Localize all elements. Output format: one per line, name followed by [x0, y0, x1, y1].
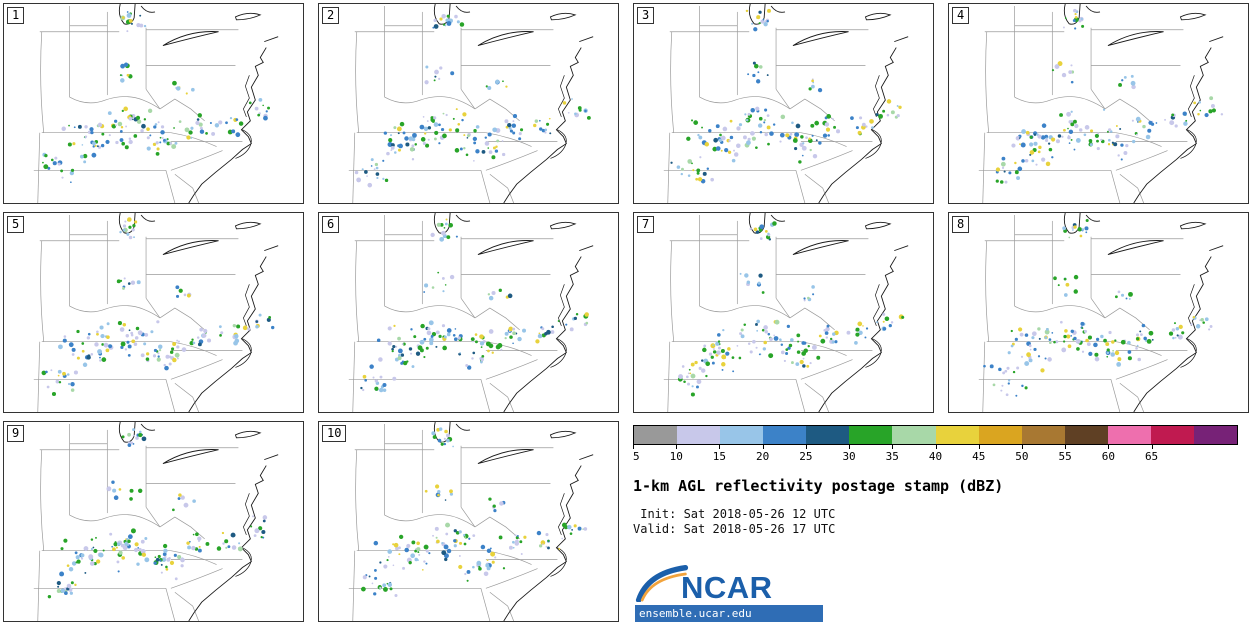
member-number-label: 6 [322, 216, 340, 233]
ensemble-url: ensemble.ucar.edu [639, 607, 752, 620]
member-number-label: 8 [952, 216, 970, 233]
colorbar-tick-label: 30 [842, 450, 856, 463]
ensemble-url-bar: ensemble.ucar.edu [635, 605, 823, 622]
colorbar-tick [1108, 445, 1110, 449]
init-time: Init: Sat 2018-05-26 12 UTC [633, 507, 836, 521]
radar-echoes [354, 14, 591, 188]
colorbar-tick-label: 35 [885, 450, 899, 463]
radar-echoes [41, 217, 275, 397]
colorbar-segment [634, 426, 678, 444]
colorbar-tick [849, 445, 851, 449]
member-number-label: 9 [7, 425, 25, 442]
colorbar-tick [633, 445, 634, 449]
radar-echoes [995, 8, 1224, 184]
colorbar-tick-label: 45 [972, 450, 986, 463]
colorbar-tick [935, 445, 937, 449]
colorbar-tick [1021, 445, 1023, 449]
colorbar-tick-label: 10 [669, 450, 683, 463]
radar-echoes [361, 427, 588, 598]
init-valid-times: Init: Sat 2018-05-26 12 UTC Valid: Sat 2… [633, 507, 1249, 537]
valid-time: Valid: Sat 2018-05-26 17 UTC [633, 522, 836, 536]
radar-echoes [677, 221, 905, 397]
colorbar-tick-label: 15 [712, 450, 727, 463]
reflectivity-map [949, 213, 1248, 412]
legend-panel: 5 10 15 20 25 30 35 40 45 50 55 60 65 1-km AGL refle… [633, 421, 1249, 622]
radar-echoes [670, 8, 902, 184]
colorbar-tick [719, 445, 721, 449]
colorbar-segment [1194, 426, 1238, 444]
colorbar-segment [806, 426, 850, 444]
colorbar-segment [978, 426, 1022, 444]
radar-echoes [42, 11, 271, 184]
member-panel-7: 7 [633, 212, 934, 413]
product-title: 1-km AGL reflectivity postage stamp (dBZ… [633, 477, 1004, 495]
radar-echoes [47, 428, 268, 599]
colorbar-segment [1021, 426, 1065, 444]
ncar-logo-block: NCAR ensemble.ucar.edu [635, 560, 823, 622]
colorbar-tick [892, 445, 894, 449]
colorbar-tick-label: 55 [1058, 450, 1072, 463]
member-panel-2: 2 [318, 3, 619, 204]
reflectivity-map [319, 422, 618, 621]
ncar-swoosh-icon [635, 565, 689, 602]
member-panel-8: 8 [948, 212, 1249, 413]
reflectivity-map [319, 4, 618, 203]
colorbar-tick [762, 445, 764, 449]
member-number-label: 2 [322, 7, 340, 24]
colorbar-tick [805, 445, 807, 449]
colorbar-segment [1107, 426, 1151, 444]
member-panel-9: 9 [3, 421, 304, 622]
colorbar-tick-label: 20 [756, 450, 770, 463]
member-panel-4: 4 [948, 3, 1249, 204]
reflectivity-map [634, 4, 933, 203]
colorbar-segment [763, 426, 807, 444]
colorbar-segment [720, 426, 764, 444]
member-number-label: 5 [7, 216, 25, 233]
colorbar-tick [676, 445, 678, 449]
colorbar-tick-labels: 5 10 15 20 25 30 35 40 45 50 55 60 65 [633, 445, 1238, 463]
member-panel-5: 5 [3, 212, 304, 413]
colorbar-tick [1065, 445, 1067, 449]
member-number-label: 4 [952, 7, 970, 24]
member-number-label: 3 [637, 7, 655, 24]
colorbar-segment [677, 426, 721, 444]
colorbar-segment [849, 426, 893, 444]
member-number-label: 10 [322, 425, 347, 442]
colorbar-tick-label: 40 [928, 450, 943, 463]
reflectivity-colorbar [633, 425, 1238, 445]
colorbar-tick-label: 50 [1015, 450, 1029, 463]
ncar-logo-row: NCAR [635, 560, 823, 606]
colorbar-tick-label: 25 [799, 450, 813, 463]
colorbar-tick-label: 5 [633, 450, 640, 463]
colorbar-segment [1064, 426, 1108, 444]
panels-grid: 1 2 3 4 5 6 7 [3, 3, 1257, 622]
radar-echoes [360, 218, 589, 393]
member-panel-6: 6 [318, 212, 619, 413]
member-number-label: 1 [7, 7, 25, 24]
colorbar-tick [978, 445, 980, 449]
colorbar-segment [1150, 426, 1195, 444]
colorbar-tick [1151, 445, 1153, 449]
member-number-label: 7 [637, 216, 655, 233]
colorbar-segment [935, 426, 979, 444]
reflectivity-map [634, 213, 933, 412]
member-panel-10: 10 [318, 421, 619, 622]
colorbar-tick-label: 60 [1101, 450, 1115, 463]
reflectivity-map [4, 422, 303, 621]
ncar-wordmark: NCAR [681, 570, 773, 606]
colorbar-tick-label: 65 [1144, 450, 1159, 463]
member-panel-1: 1 [3, 3, 304, 204]
reflectivity-map [319, 213, 618, 412]
reflectivity-map [4, 4, 303, 203]
reflectivity-map [4, 213, 303, 412]
reflectivity-map [949, 4, 1248, 203]
member-panel-3: 3 [633, 3, 934, 204]
colorbar-segment [892, 426, 936, 444]
radar-echoes [983, 218, 1213, 397]
